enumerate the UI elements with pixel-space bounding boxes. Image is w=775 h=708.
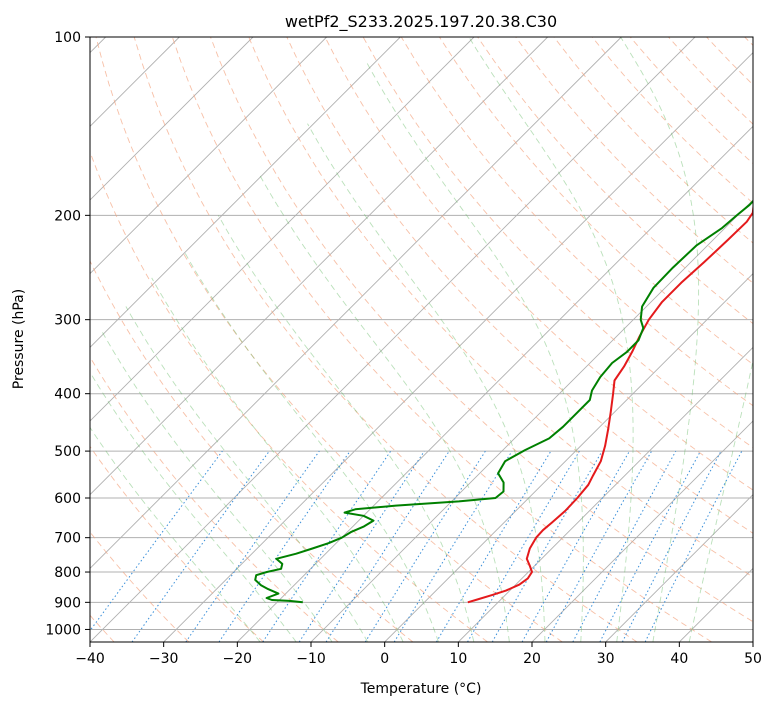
x-tick-label: −20 [223,651,253,667]
moist-adiabat [688,358,753,642]
x-tick-label: −10 [296,651,326,667]
dry-adiabat [515,37,753,284]
y-tick-label: 600 [54,491,81,507]
y-tick-label: 700 [54,531,81,547]
moist-adiabat [90,371,297,642]
x-axis-label: Temperature (°C) [360,681,482,697]
y-tick-label: 200 [54,208,81,224]
dry-adiabat [248,37,753,578]
mixing-ratio-line [644,450,743,642]
dry-adiabat [324,37,753,491]
moist-adiabat [125,306,369,642]
plot-frame [89,36,754,643]
dry-adiabat [90,445,264,642]
mixing-ratio-line [90,450,223,632]
y-tick-label: 1000 [45,622,81,638]
isotherm-line [163,52,753,642]
moist-adiabat [151,277,404,642]
moist-adiabat [365,61,584,642]
y-tick-label: 400 [54,387,81,403]
mixing-ratio-line [599,450,701,642]
moist-adiabat [307,123,546,642]
isotherm-line [90,37,548,496]
isotherm-line [531,420,753,642]
dry-adiabat [90,356,339,642]
isotherm-line [90,37,327,275]
mixing-ratio-line [185,450,320,642]
x-tick-label: 30 [597,651,615,667]
mixing-ratio-line [521,450,630,642]
moist-adiabat [217,215,475,642]
y-tick-label: 300 [54,313,81,329]
mixing-ratio-line [364,450,486,642]
x-tick-label: −30 [149,651,179,667]
mixing-ratio-line [435,450,552,642]
isotherm-line [90,37,696,642]
isotherm-line [90,37,622,569]
mixing-ratio-line [393,450,513,642]
moist-adiabat [90,426,261,642]
dry-adiabat [744,37,753,47]
dry-adiabat [210,37,753,623]
dry-adiabat [171,37,712,642]
dry-adiabat [90,259,414,642]
y-tick-label: 800 [54,565,81,581]
mixing-ratio-line [572,450,677,642]
moist-adiabat [102,331,333,642]
moist-adiabat [620,37,700,642]
isotherm-line [752,641,753,642]
background-lines [90,37,753,642]
x-tick-label: 10 [449,651,467,667]
dry-adiabat [95,37,563,642]
moist-adiabat [468,37,634,642]
dry-adiabat [706,37,753,86]
x-tick-label: −40 [75,651,105,667]
y-axis-label: Pressure (hPa) [11,289,27,389]
isotherm-line [605,494,753,642]
x-tick-label: 50 [744,651,762,667]
mixing-ratio-line [262,450,392,642]
temperature-profile-line [467,205,753,604]
x-tick-label: 20 [523,651,541,667]
isotherm-line [90,37,475,422]
chart-title: wetPf2_S233.2025.197.20.38.C30 [285,12,557,32]
isotherm-line [679,567,753,642]
mixing-ratio-line [545,450,653,642]
y-axis-ticks: 100 200 300 400 500 600 700 800 900 1000 [45,30,90,638]
x-tick-label: 0 [380,651,389,667]
dry-adiabat [90,150,488,642]
y-tick-label: 500 [54,444,81,460]
isotherm-line [237,125,753,642]
dry-adiabat [553,37,753,244]
x-tick-label: 40 [670,651,688,667]
isotherm-line [90,37,401,348]
isotherm-line [384,273,753,642]
mixing-ratio-line [218,450,351,642]
mixing-ratio-line [298,450,425,642]
y-tick-label: 100 [54,30,81,46]
mixing-ratio-line [131,450,270,642]
series-layer [254,199,753,604]
x-axis-ticks: −40 −30 −20 −10 0 10 20 30 40 50 [75,642,762,667]
mixing-ratio-line [325,450,450,642]
dry-adiabat [591,37,753,204]
moist-adiabat [258,173,510,642]
dry-adiabat [668,37,753,125]
dry-adiabat [133,37,638,642]
dewpoint-profile-line [254,199,753,604]
isotherm-line [458,346,753,642]
isotherm-line [90,37,254,201]
isotherm-line [310,199,753,642]
dry-adiabat [286,37,753,534]
y-tick-label: 900 [54,595,81,611]
moist-adiabat [183,251,439,642]
dry-adiabat [90,531,190,642]
